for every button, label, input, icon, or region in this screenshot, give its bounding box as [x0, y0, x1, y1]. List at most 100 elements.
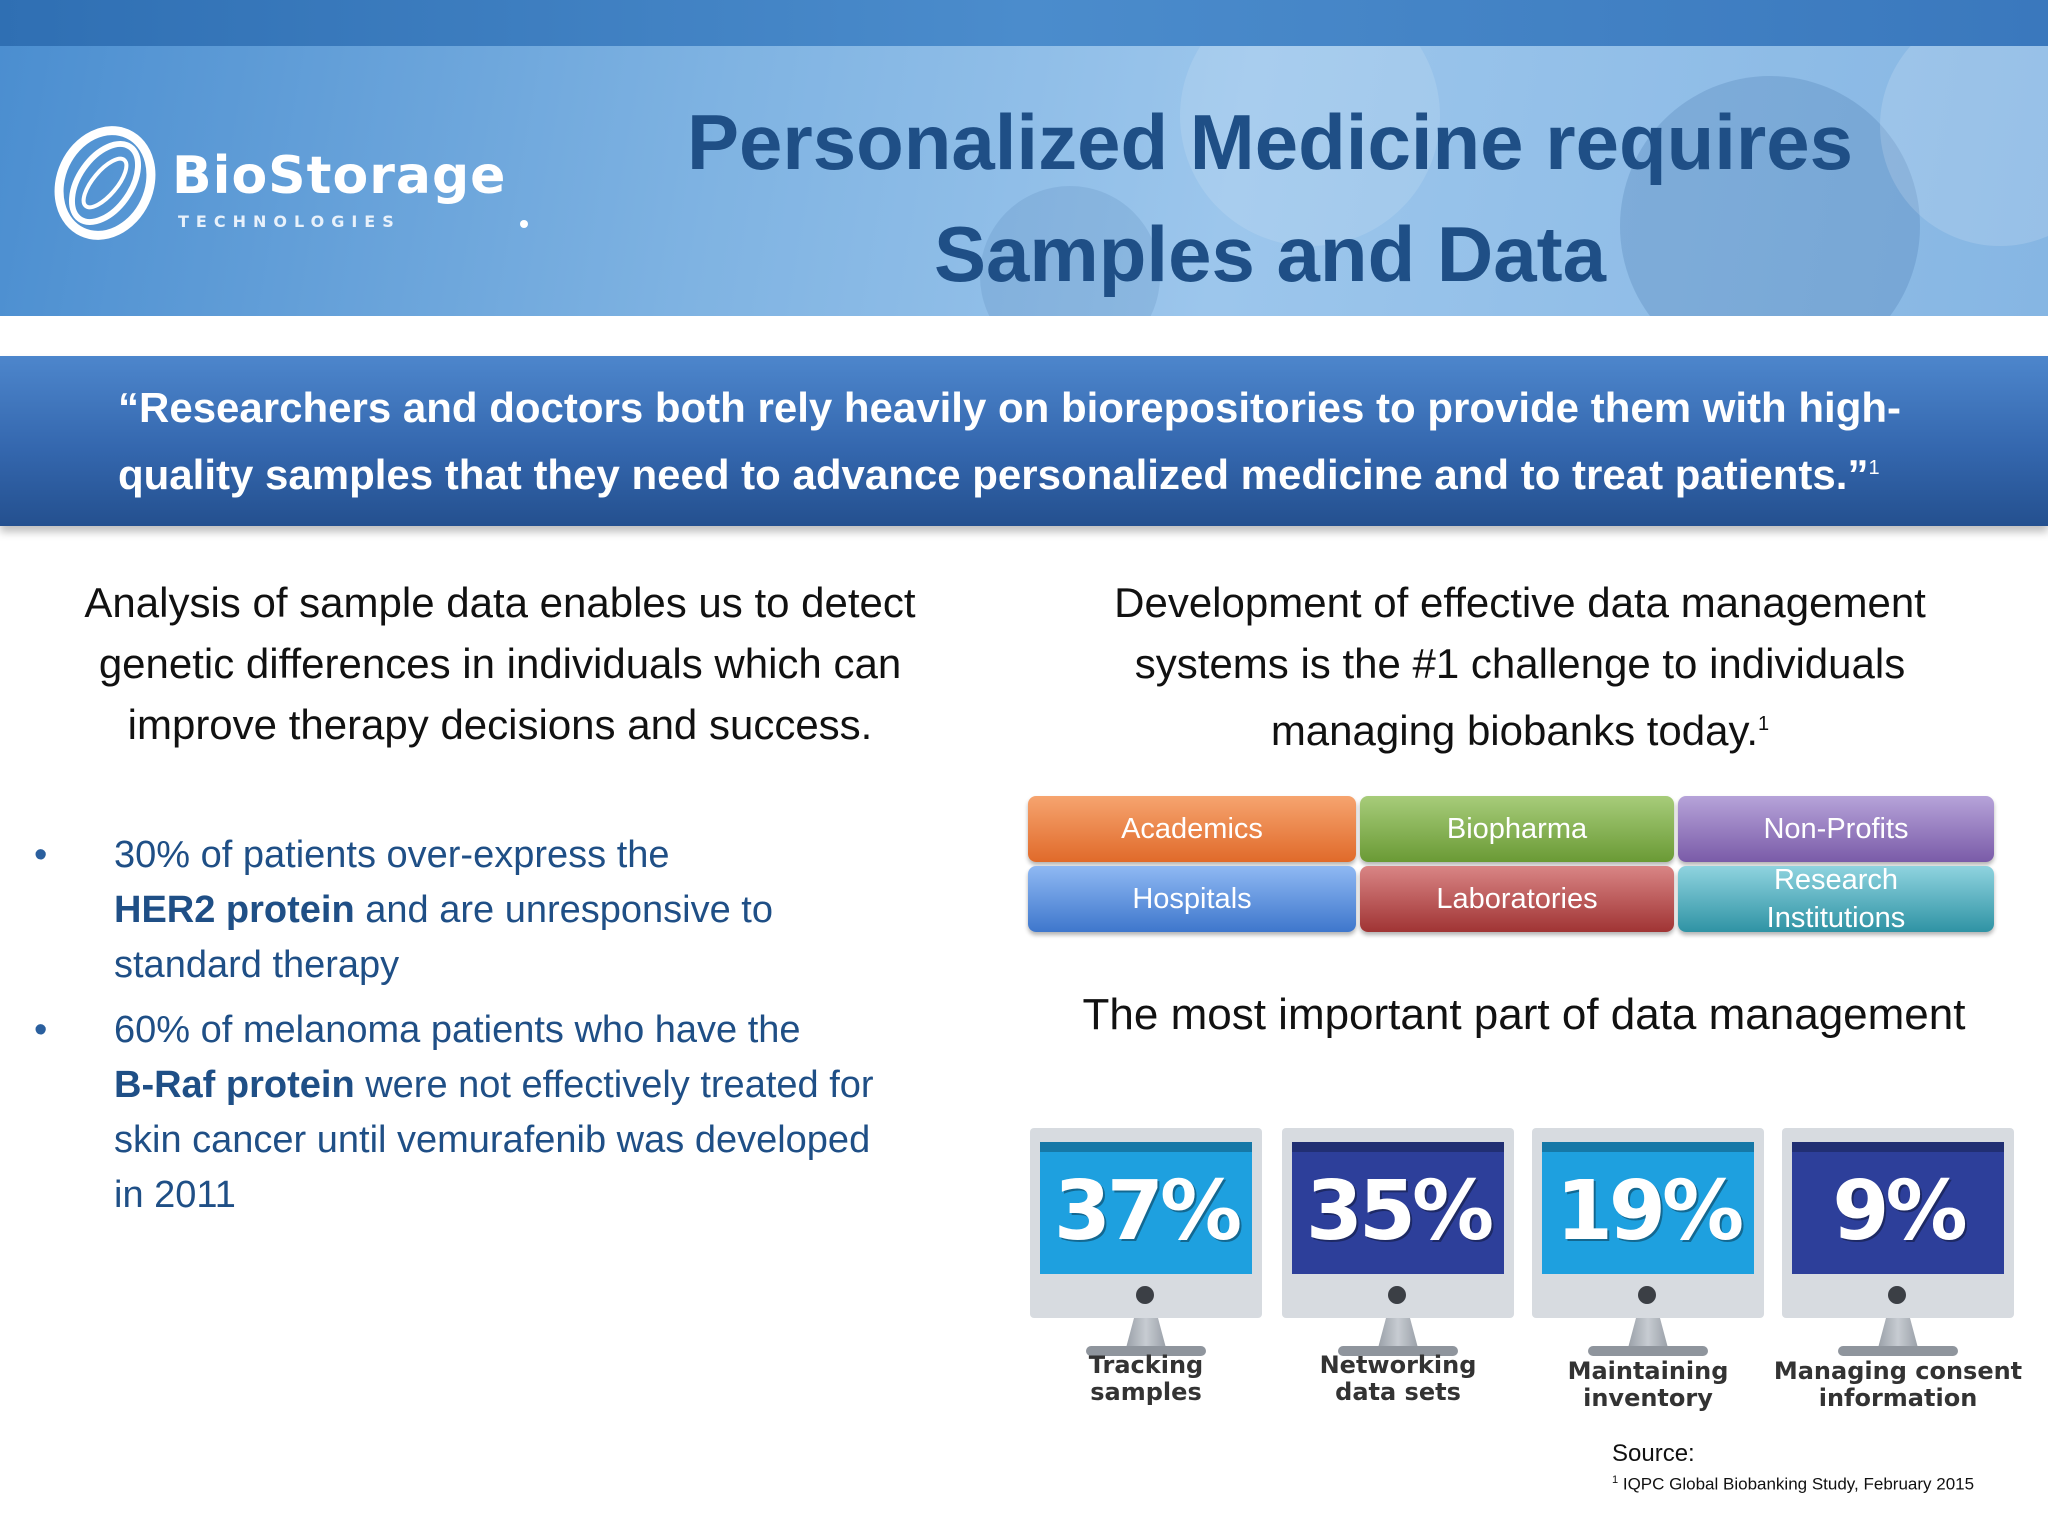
monitor-label-line: Maintaining — [1567, 1357, 1729, 1385]
bullet-marker: • — [34, 1009, 48, 1051]
bullet-line: HER2 protein and are unresponsive to — [114, 883, 980, 938]
monitor-stand — [1126, 1318, 1166, 1348]
monitor-label-line: Managing consent — [1773, 1357, 2023, 1385]
source-label: Source: — [1612, 1440, 1695, 1467]
group-academics: Academics — [1028, 796, 1356, 862]
monitor-button — [1388, 1286, 1406, 1304]
logo-subtitle: TECHNOLOGIES — [178, 212, 401, 231]
quote-line-2-text: quality samples that they need to advanc… — [118, 451, 1869, 498]
decor-bubble — [1180, 46, 1440, 246]
quote-text: “Researchers and doctors both rely heavi… — [118, 378, 2018, 505]
source-ref-text: IQPC Global Biobanking Study, February 2… — [1618, 1474, 1975, 1494]
most-important-heading: The most important part of data manageme… — [1082, 990, 1966, 1039]
group-label: Laboratories — [1436, 883, 1598, 915]
bullet-line: B-Raf protein were not effectively treat… — [114, 1058, 980, 1113]
right-intro-footnote-ref: 1 — [1758, 713, 1770, 735]
group-label: Academics — [1121, 813, 1263, 845]
bullet-line-rest: and are unresponsive to — [354, 889, 773, 931]
bullet-line: standard therapy — [114, 944, 400, 986]
quote-line-1: “Researchers and doctors both rely heavi… — [118, 384, 1901, 431]
bullet-line: in 2011 — [114, 1174, 236, 1216]
monitor-tracking: 37% Tracking samples — [1030, 1128, 1262, 1418]
monitor-label: Tracking samples — [1020, 1352, 1272, 1406]
logo-dot — [520, 220, 528, 228]
monitor-label: Networking data sets — [1272, 1352, 1524, 1406]
monitor-button — [1888, 1286, 1906, 1304]
bullet-line-rest: were not effectively treated for — [354, 1064, 874, 1106]
left-intro-line: genetic differences in individuals which… — [98, 640, 902, 687]
monitor-screen: 37% — [1040, 1142, 1252, 1274]
header-banner: BioStorage TECHNOLOGIES Personalized Med… — [0, 46, 2048, 316]
title-line-2: Samples and Data — [934, 210, 1606, 298]
right-intro: Development of effective data management… — [1000, 572, 2040, 761]
monitor-screen-bar — [1542, 1142, 1754, 1152]
monitor-base — [1338, 1346, 1458, 1356]
monitor-label: Maintaining inventory — [1522, 1358, 1774, 1412]
monitor-base — [1838, 1346, 1958, 1356]
monitor-label-line: Tracking — [1088, 1351, 1204, 1379]
group-label: Biopharma — [1446, 813, 1588, 845]
bullet-bold-term: B-Raf protein — [114, 1064, 355, 1106]
monitor-maintaining: 19% Maintaining inventory — [1532, 1128, 1764, 1418]
logo-ring-icon — [54, 126, 156, 240]
bullet-line: 30% of patients over-express the — [114, 834, 670, 876]
decor-bubble — [1620, 76, 1920, 316]
quote-footnote-ref: 1 — [1868, 457, 1880, 479]
monitor-label: Managing consent information — [1772, 1358, 2024, 1412]
source-ref-marker: 1 — [1612, 1474, 1619, 1486]
monitor-screen-bar — [1040, 1142, 1252, 1152]
group-label: Institutions — [1766, 902, 1906, 934]
source-reference: 1 IQPC Global Biobanking Study, February… — [1612, 1474, 1974, 1495]
bullet-list: • 30% of patients over-express the HER2 … — [30, 828, 980, 1233]
group-laboratories: Laboratories — [1360, 866, 1674, 932]
group-non-profits: Non-Profits — [1678, 796, 1994, 862]
monitor-screen: 9% — [1792, 1142, 2004, 1274]
monitor-networking: 35% Networking data sets — [1282, 1128, 1514, 1418]
monitor-button — [1638, 1286, 1656, 1304]
quote-line-2: quality samples that they need to advanc… — [118, 438, 2018, 505]
monitor-base — [1588, 1346, 1708, 1356]
monitor-base — [1086, 1346, 1206, 1356]
bullet-line: skin cancer until vemurafenib was develo… — [114, 1119, 871, 1161]
page-title: Personalized Medicine requires Samples a… — [560, 86, 1980, 310]
monitor-stand — [1378, 1318, 1418, 1348]
monitor-screen: 19% — [1542, 1142, 1754, 1274]
logo-name: BioStorage — [172, 146, 507, 206]
left-intro-line: Analysis of sample data enables us to de… — [84, 579, 916, 626]
monitor-label-line: samples — [1090, 1378, 1202, 1406]
right-intro-line-text: managing biobanks today. — [1270, 707, 1759, 754]
biostorage-logo: BioStorage TECHNOLOGIES — [50, 118, 528, 248]
title-line-1: Personalized Medicine requires — [686, 98, 1854, 186]
monitor-button — [1136, 1286, 1154, 1304]
bullet-line: 60% of melanoma patients who have the — [114, 1009, 801, 1051]
group-label: Hospitals — [1132, 883, 1252, 915]
right-intro-line: managing biobanks today.1 — [1000, 694, 2040, 761]
monitor-label-line: Networking — [1319, 1351, 1477, 1379]
right-intro-line: Development of effective data management — [1114, 579, 1926, 626]
top-strip — [0, 0, 2048, 46]
monitor-percent: 37% — [1053, 1164, 1242, 1259]
monitor-percent: 9% — [1832, 1164, 1967, 1259]
monitor-percent: 35% — [1305, 1164, 1494, 1259]
group-label: Research — [1773, 864, 1899, 896]
monitor-label-line: inventory — [1583, 1384, 1713, 1412]
quote-band: “Researchers and doctors both rely heavi… — [0, 356, 2048, 526]
left-intro: Analysis of sample data enables us to de… — [20, 572, 980, 755]
monitor-infographic: 37% Tracking samples 35% Netw — [1030, 1128, 2022, 1418]
group-label: Non-Profits — [1763, 813, 1909, 845]
bullet-item: • 60% of melanoma patients who have the … — [30, 1003, 980, 1223]
monitor-label-line: information — [1818, 1384, 1978, 1412]
monitor-stand — [1628, 1318, 1668, 1348]
group-research-institutions: Research Institutions — [1678, 864, 1994, 934]
monitor-screen-bar — [1292, 1142, 1504, 1152]
left-intro-line: improve therapy decisions and success. — [127, 701, 873, 748]
monitor-screen: 35% — [1292, 1142, 1504, 1274]
bullet-marker: • — [34, 834, 48, 876]
group-hospitals: Hospitals — [1028, 866, 1356, 932]
monitor-frame: 9% — [1782, 1128, 2014, 1318]
group-biopharma: Biopharma — [1360, 796, 1674, 862]
monitor-percent: 19% — [1555, 1164, 1744, 1259]
monitor-stand — [1878, 1318, 1918, 1348]
monitor-frame: 35% — [1282, 1128, 1514, 1318]
